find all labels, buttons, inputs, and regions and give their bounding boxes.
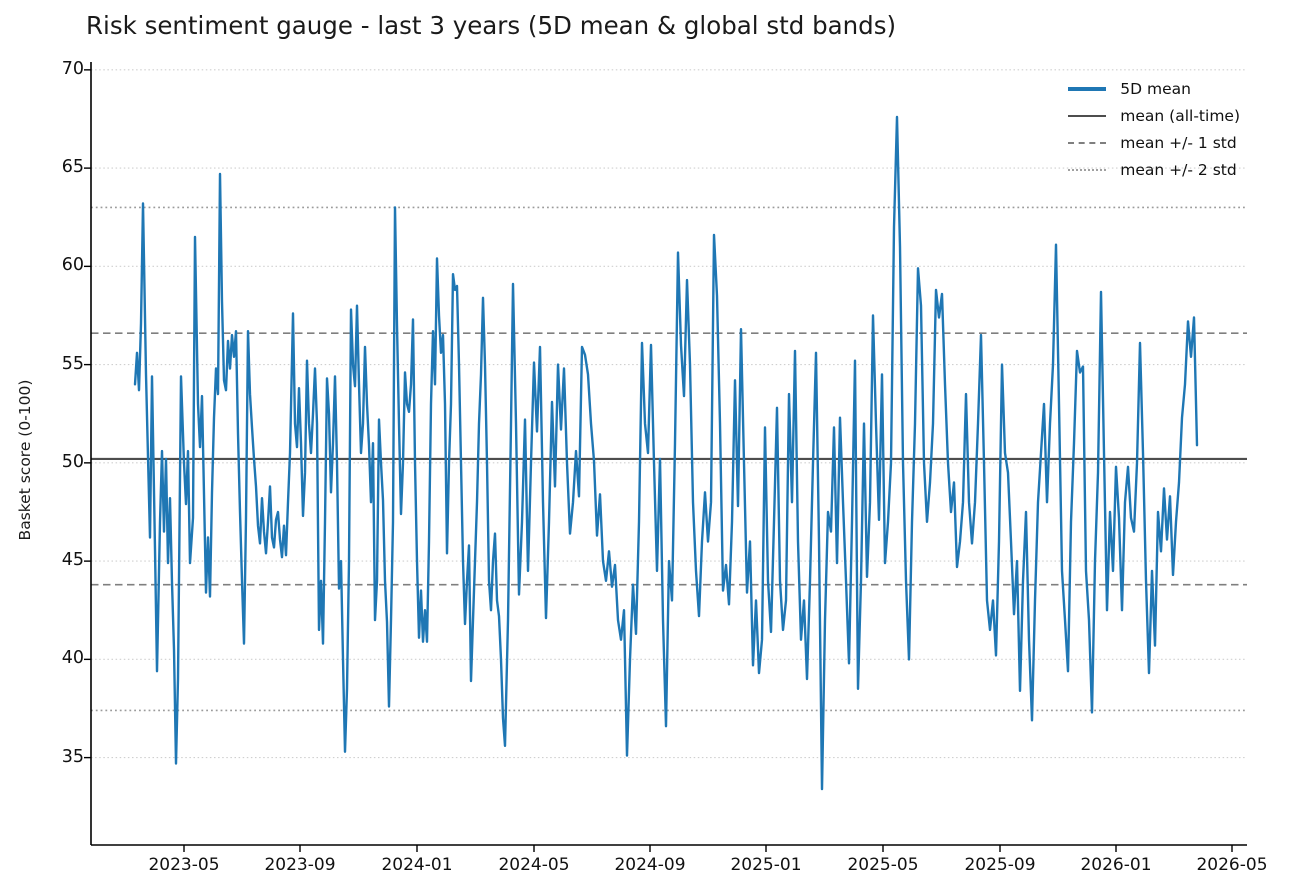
legend-item-label: 5D mean [1120,79,1191,98]
x-tick-label: 2025-09 [964,855,1036,875]
y-tick-label: 70 [61,58,84,79]
x-tick-label: 2023-05 [148,855,220,875]
y-tick-label: 45 [61,550,84,571]
y-tick-label: 40 [61,648,84,669]
legend-swatch-solid-thick [1068,86,1107,91]
legend-item: mean +/- 1 std [1068,133,1240,152]
legend-swatch-dotted [1068,168,1107,171]
x-tick-label: 2025-01 [730,855,802,875]
legend-item-label: mean +/- 1 std [1120,133,1237,152]
y-tick-label: 60 [61,255,84,276]
y-tick-label: 50 [61,451,84,472]
x-tick-label: 2024-01 [381,855,453,875]
chart-title: Risk sentiment gauge - last 3 years (5D … [86,11,897,40]
x-tick-label: 2024-05 [498,855,570,875]
legend-swatch-dashed [1068,141,1107,144]
plot-area [84,62,1247,852]
y-tick-label: 35 [61,746,84,767]
y-axis-label: Basket score (0-100) [16,379,34,541]
legend: 5D mean mean (all-time) mean +/- 1 std mean… [1068,79,1240,187]
y-tick-label: 65 [61,157,84,178]
x-tick-label: 2026-01 [1080,855,1152,875]
x-tick-label: 2026-05 [1196,855,1268,875]
x-tick-label: 2024-09 [614,855,686,875]
x-tick-label: 2023-09 [264,855,336,875]
x-tick-label: 2025-05 [847,855,919,875]
legend-item: 5D mean [1068,79,1240,98]
legend-swatch-solid [1068,114,1107,117]
legend-item: mean (all-time) [1068,106,1240,125]
legend-item: mean +/- 2 std [1068,160,1240,179]
y-tick-label: 55 [61,353,84,374]
legend-item-label: mean (all-time) [1120,106,1240,125]
legend-item-label: mean +/- 2 std [1120,160,1237,179]
series-line-5d-mean [133,115,1199,791]
